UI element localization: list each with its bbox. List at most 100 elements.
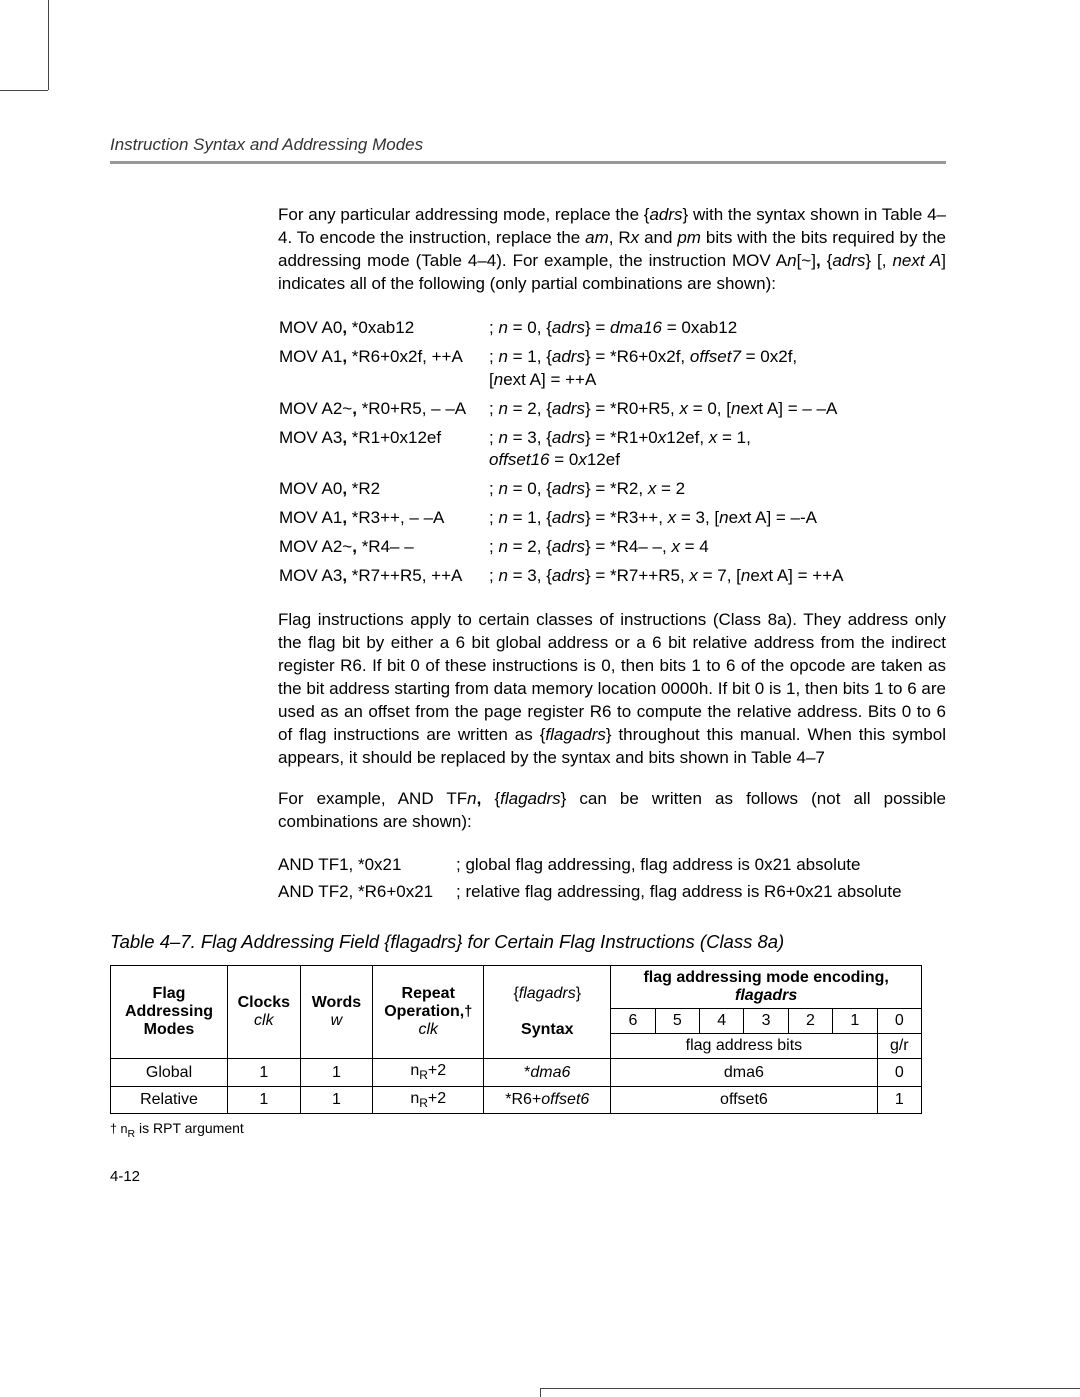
example-lhs: MOV A3, *R1+0x12ef: [278, 424, 488, 476]
example-lhs: MOV A0, *0xab12: [278, 314, 488, 343]
example-table: MOV A0, *0xab12; n = 0, {adrs} = dma16 =…: [278, 314, 946, 591]
example-rhs: ; n = 2, {adrs} = *R0+R5, x = 0, [next A…: [488, 395, 946, 424]
text: ]: [941, 251, 946, 270]
italic: flagadrs: [500, 789, 560, 808]
th-flag-modes: FlagAddressingModes: [111, 966, 228, 1059]
td-syntax: *R6+offset6: [484, 1086, 611, 1113]
text: † n: [110, 1122, 128, 1136]
td-gr: 1: [877, 1086, 921, 1113]
table-caption: Table 4–7. Flag Addressing Field {flagad…: [110, 931, 946, 953]
text: For example, AND TF: [278, 789, 467, 808]
italic: n: [467, 789, 476, 808]
content-area: Instruction Syntax and Addressing Modes …: [110, 135, 946, 1185]
td-mode: Relative: [111, 1086, 228, 1113]
italic: am: [585, 228, 609, 247]
td-syntax: *dma6: [484, 1059, 611, 1086]
th-words: Wordsw: [300, 966, 373, 1059]
th-bit: 3: [744, 1009, 788, 1034]
example-rhs: ; n = 2, {adrs} = *R4– –, x = 4: [488, 533, 946, 562]
example-row: MOV A3, *R7++R5, ++A; n = 3, {adrs} = *R…: [278, 562, 946, 591]
header-rule: [110, 161, 946, 164]
bold: ,: [477, 789, 495, 808]
example-rhs: ; n = 0, {adrs} = *R2, x = 2: [488, 475, 946, 504]
th-gr: g/r: [877, 1034, 921, 1059]
text: is RPT argument: [135, 1120, 244, 1136]
flag-lhs: AND TF1, *0x21: [278, 852, 456, 879]
example-rhs: ; n = 3, {adrs} = *R1+0x12ef, x = 1, off…: [488, 424, 946, 476]
italic: next A: [892, 251, 941, 270]
th-bit: 1: [833, 1009, 877, 1034]
example-lhs: MOV A3, *R7++R5, ++A: [278, 562, 488, 591]
flag-example-table: AND TF1, *0x21; global flag addressing, …: [278, 852, 946, 906]
text: indicates all of the following (only par…: [278, 274, 776, 293]
example-row: MOV A0, *0xab12; n = 0, {adrs} = dma16 =…: [278, 314, 946, 343]
footnote: † nR is RPT argument: [110, 1120, 946, 1140]
td-rep: nR+2: [373, 1086, 484, 1113]
flag-rhs: ; relative flag addressing, flag address…: [456, 879, 946, 906]
running-header: Instruction Syntax and Addressing Modes: [110, 135, 946, 155]
th-flag-address-bits: flag address bits: [611, 1034, 877, 1059]
flag-example-row: AND TF2, *R6+0x21; relative flag address…: [278, 879, 946, 906]
text: Flag instructions apply to certain class…: [278, 610, 946, 744]
td-mode: Global: [111, 1059, 228, 1086]
example-row: MOV A0, *R2; n = 0, {adrs} = *R2, x = 2: [278, 475, 946, 504]
th-bit: 5: [655, 1009, 699, 1034]
paragraph-2: Flag instructions apply to certain class…: [278, 609, 946, 770]
text: For any particular addressing mode, repl…: [278, 205, 649, 224]
th-bit: 2: [788, 1009, 832, 1034]
example-row: MOV A3, *R1+0x12ef; n = 3, {adrs} = *R1+…: [278, 424, 946, 476]
paragraph-3: For example, AND TFn, {flagadrs} can be …: [278, 788, 946, 834]
flag-lhs: AND TF2, *R6+0x21: [278, 879, 456, 906]
crop-mark: [0, 90, 48, 91]
intro-paragraph: For any particular addressing mode, repl…: [278, 204, 946, 296]
th-bit: 0: [877, 1009, 921, 1034]
table-header-row: FlagAddressingModesClocksclkWordswRepeat…: [111, 966, 922, 1009]
crop-mark: [540, 1388, 1080, 1389]
example-rhs: ; n = 1, {adrs} = *R6+0x2f, offset7 = 0x…: [488, 343, 946, 395]
th-flag-encoding: flag addressing mode encoding, flagadrs: [611, 966, 922, 1009]
th-syntax: {flagadrs}Syntax: [484, 966, 611, 1059]
table-4-7: FlagAddressingModesClocksclkWordswRepeat…: [110, 965, 922, 1113]
text: , R: [609, 228, 631, 247]
body-text: For any particular addressing mode, repl…: [278, 204, 946, 905]
td-gr: 0: [877, 1059, 921, 1086]
td-rep: nR+2: [373, 1059, 484, 1086]
example-rhs: ; n = 0, {adrs} = dma16 = 0xab12: [488, 314, 946, 343]
example-lhs: MOV A2~, *R4– –: [278, 533, 488, 562]
th-bit: 4: [700, 1009, 744, 1034]
th-clocks: Clocksclk: [228, 966, 301, 1059]
td-w: 1: [300, 1086, 373, 1113]
example-row: MOV A1, *R6+0x2f, ++A; n = 1, {adrs} = *…: [278, 343, 946, 395]
text: [,: [871, 251, 892, 270]
crop-mark: [540, 1389, 541, 1397]
bold: ,: [816, 251, 827, 270]
italic: flagadrs: [545, 725, 605, 744]
flag-rhs: ; global flag addressing, flag address i…: [456, 852, 946, 879]
example-lhs: MOV A2~, *R0+R5, – –A: [278, 395, 488, 424]
table-row: Global11nR+2*dma6dma60: [111, 1059, 922, 1086]
td-bits: dma6: [611, 1059, 877, 1086]
page: Instruction Syntax and Addressing Modes …: [0, 0, 1080, 1397]
td-w: 1: [300, 1059, 373, 1086]
italic: adrs: [832, 251, 865, 270]
crop-mark: [48, 0, 49, 90]
example-rhs: ; n = 1, {adrs} = *R3++, x = 3, [next A]…: [488, 504, 946, 533]
th-bit: 6: [611, 1009, 655, 1034]
italic: x: [631, 228, 640, 247]
example-lhs: MOV A1, *R6+0x2f, ++A: [278, 343, 488, 395]
td-bits: offset6: [611, 1086, 877, 1113]
example-row: MOV A1, *R3++, – –A; n = 1, {adrs} = *R3…: [278, 504, 946, 533]
italic: adrs: [649, 205, 682, 224]
th-repeat: RepeatOperation,†clk: [373, 966, 484, 1059]
italic: pm: [677, 228, 701, 247]
example-lhs: MOV A0, *R2: [278, 475, 488, 504]
example-lhs: MOV A1, *R3++, – –A: [278, 504, 488, 533]
td-clk: 1: [228, 1059, 301, 1086]
example-row: MOV A2~, *R0+R5, – –A; n = 2, {adrs} = *…: [278, 395, 946, 424]
italic: n: [787, 251, 796, 270]
td-clk: 1: [228, 1086, 301, 1113]
example-rhs: ; n = 3, {adrs} = *R7++R5, x = 7, [next …: [488, 562, 946, 591]
subscript: R: [128, 1128, 136, 1140]
page-number: 4-12: [110, 1168, 946, 1185]
text: and: [639, 228, 677, 247]
